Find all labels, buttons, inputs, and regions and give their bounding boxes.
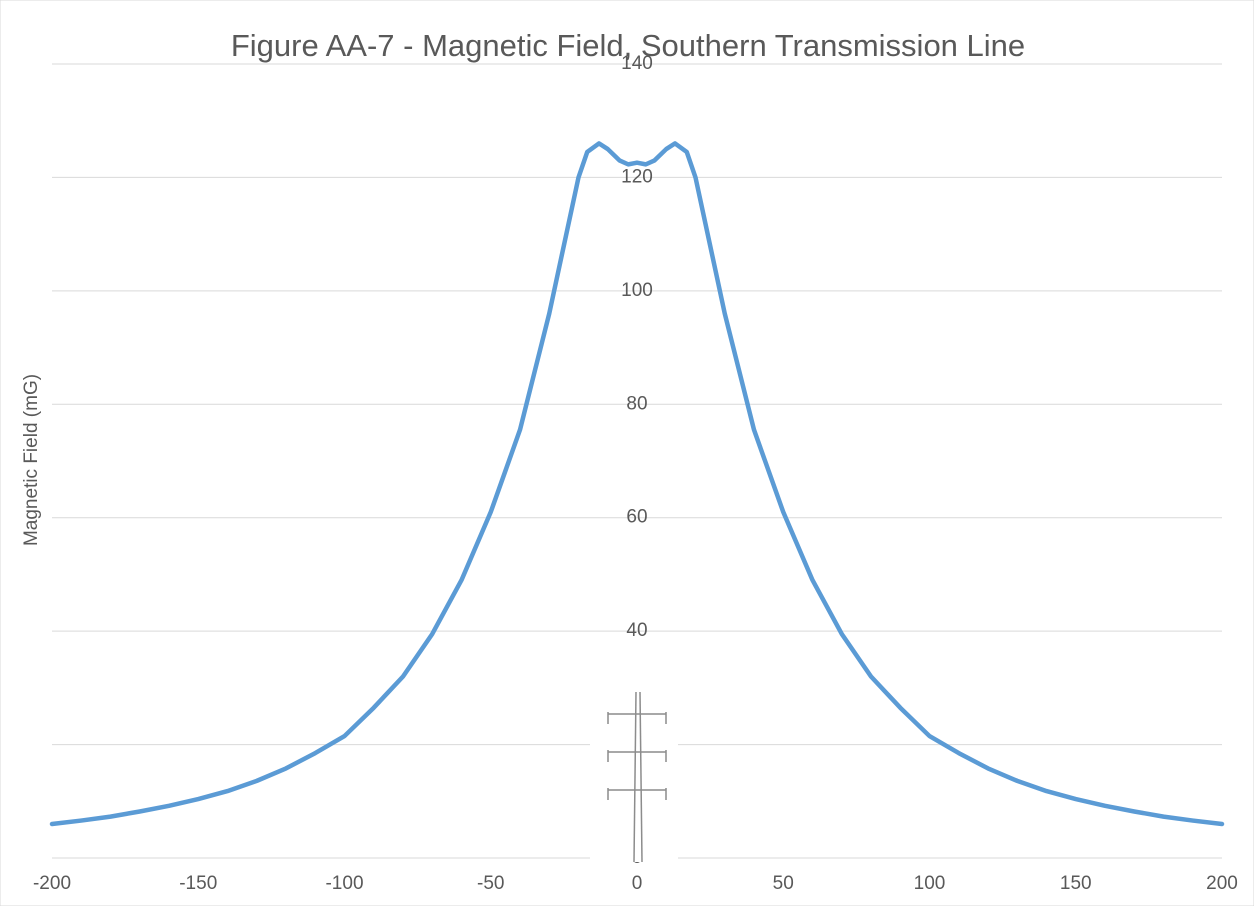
x-tick-label: 0 bbox=[632, 873, 643, 894]
y-tick-label: 80 bbox=[626, 393, 647, 414]
y-tick-label: 100 bbox=[621, 280, 653, 301]
y-tick-label: 60 bbox=[626, 507, 647, 528]
x-tick-label: -50 bbox=[477, 873, 504, 894]
data-line bbox=[49, 141, 1225, 827]
y-tick-label: 140 bbox=[621, 53, 653, 74]
x-tick-label: -100 bbox=[325, 873, 363, 894]
y-axis-label: Magnetic Field (mG) bbox=[21, 374, 42, 546]
tower-image bbox=[590, 686, 678, 863]
chart-title: Figure AA-7 - Magnetic Field, Southern T… bbox=[231, 28, 1025, 63]
y-tick-label: 40 bbox=[626, 620, 647, 641]
x-tick-label: 200 bbox=[1206, 873, 1238, 894]
x-tick-label: 150 bbox=[1060, 873, 1092, 894]
x-tick-label: -150 bbox=[179, 873, 217, 894]
plot bbox=[49, 141, 1225, 827]
x-tick-label: 100 bbox=[914, 873, 946, 894]
y-tick-label: 120 bbox=[621, 166, 653, 187]
x-tick-label: -200 bbox=[33, 873, 71, 894]
x-tick-label: 50 bbox=[773, 873, 794, 894]
